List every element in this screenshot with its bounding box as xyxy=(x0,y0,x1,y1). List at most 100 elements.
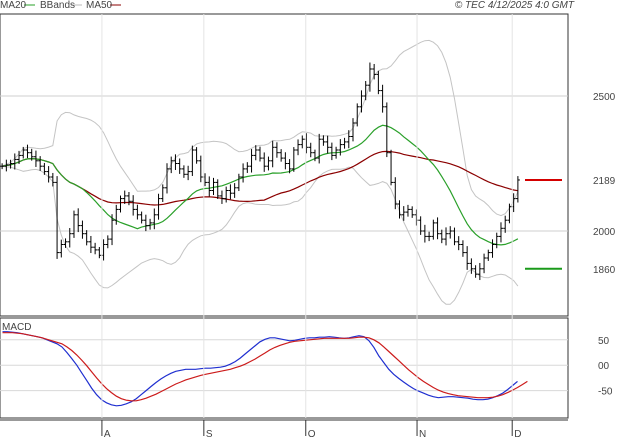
ohlc-bar-87 xyxy=(367,62,372,92)
copyright-text: © TEC 4/12/2025 4:0 GMT xyxy=(455,0,575,11)
ohlc-bar-42 xyxy=(177,158,182,174)
bollinger-upper-line xyxy=(1,39,519,217)
x-tick-label-3: N xyxy=(419,429,426,440)
price-tick-label-1: 2500 xyxy=(593,92,616,103)
ohlc-bar-21 xyxy=(88,235,93,254)
ohlc-bar-33 xyxy=(139,211,144,224)
ohlc-bar-74 xyxy=(312,149,317,162)
macd-tick-label-2: -50 xyxy=(598,387,613,398)
ohlc-bar-66 xyxy=(279,149,284,162)
ohlc-bar-59 xyxy=(249,149,254,173)
ohlc-bar-34 xyxy=(143,214,148,232)
macd-tick-label-1: 00 xyxy=(598,361,610,372)
ohlc-bar-58 xyxy=(245,162,250,173)
ohlc-bar-96 xyxy=(405,204,410,217)
ohlc-bar-43 xyxy=(181,165,186,178)
ohlc-bar-5 xyxy=(21,146,26,159)
ohlc-bar-3 xyxy=(12,153,17,170)
ohlc-bar-108 xyxy=(456,236,461,251)
ohlc-bar-44 xyxy=(186,165,191,181)
ohlc-bar-119 xyxy=(503,215,508,233)
ohlc-bar-93 xyxy=(393,177,398,210)
ohlc-bar-64 xyxy=(270,140,275,168)
ohlc-bar-118 xyxy=(498,222,503,243)
ohlc-bar-75 xyxy=(317,133,322,164)
legend-label-ma50: MA50 xyxy=(86,0,113,11)
macd-axis: 50 00 -50 xyxy=(598,336,613,398)
ohlc-bar-13 xyxy=(55,176,60,259)
ohlc-bar-70 xyxy=(296,139,301,156)
ohlc-bar-86 xyxy=(363,80,368,101)
ohlc-bar-19 xyxy=(80,220,85,239)
ohlc-bar-116 xyxy=(490,239,495,258)
x-tick-label-1: S xyxy=(206,429,213,440)
ohlc-bar-25 xyxy=(105,235,110,249)
ohlc-bar-29 xyxy=(122,190,127,204)
ohlc-bar-94 xyxy=(397,200,402,219)
ohlc-bar-61 xyxy=(258,146,262,162)
ohlc-bar-60 xyxy=(253,145,258,161)
ohlc-bar-107 xyxy=(452,227,457,246)
price-panel: 2000 2500 2189 1860 xyxy=(0,13,616,317)
level-label-1: 1860 xyxy=(593,265,616,276)
ohlc-bar-11 xyxy=(46,166,51,183)
ohlc-bar-68 xyxy=(287,159,292,174)
x-tick-label-2: O xyxy=(308,429,316,440)
ohlc-bar-77 xyxy=(325,135,330,154)
ohlc-bar-7 xyxy=(29,148,34,161)
ohlc-bar-41 xyxy=(173,154,178,170)
ohlc-bar-52 xyxy=(219,190,224,204)
ohlc-bar-97 xyxy=(410,206,415,218)
ohlc-bar-1 xyxy=(4,159,9,172)
ohlc-bar-56 xyxy=(236,173,241,192)
macd-series-1 xyxy=(2,332,528,402)
ohlc-bar-23 xyxy=(97,246,102,259)
ohlc-bar-85 xyxy=(359,90,364,113)
ohlc-bar-0 xyxy=(0,163,5,170)
ohlc-bar-10 xyxy=(42,162,47,175)
ohlc-bar-32 xyxy=(135,204,140,220)
ohlc-bar-71 xyxy=(300,135,305,149)
macd-title: MACD xyxy=(2,322,31,333)
ohlc-bar-22 xyxy=(93,242,98,255)
ohlc-bar-62 xyxy=(262,152,267,172)
price-tick-label-0: 2000 xyxy=(593,227,616,238)
macd-plot xyxy=(2,331,528,407)
bollinger-lower-line xyxy=(2,165,519,305)
ohlc-bar-53 xyxy=(224,186,229,203)
legend-label-bbands: BBands xyxy=(40,0,75,11)
ohlc-bar-110 xyxy=(465,246,470,270)
ohlc-bar-57 xyxy=(241,163,246,183)
ohlc-bar-20 xyxy=(84,230,89,246)
price-axis: 2000 2500 xyxy=(593,92,616,238)
ohlc-bar-114 xyxy=(482,253,487,274)
ohlc-bar-122 xyxy=(515,176,520,203)
ohlc-bar-46 xyxy=(194,147,199,164)
ohlc-bar-91 xyxy=(384,102,389,158)
ohlc-bar-78 xyxy=(329,142,334,161)
ohlc-bar-83 xyxy=(351,118,356,142)
ohlc-bar-115 xyxy=(486,249,491,261)
ohlc-bar-26 xyxy=(110,214,115,246)
ohlc-bar-65 xyxy=(274,142,279,158)
x-tick-label-0: A xyxy=(104,429,111,440)
ohlc-bar-49 xyxy=(207,176,212,197)
ohlc-bar-47 xyxy=(198,155,203,183)
level-label-0: 2189 xyxy=(593,176,616,187)
ohlc-bar-120 xyxy=(507,203,512,224)
ohlc-bar-54 xyxy=(228,184,233,200)
macd-series-0 xyxy=(2,331,518,407)
macd-panel-frame xyxy=(0,317,569,419)
ohlc-bar-17 xyxy=(71,210,76,238)
ohlc-bar-113 xyxy=(477,262,482,281)
ohlc-bar-67 xyxy=(283,152,288,170)
price-plot xyxy=(0,39,520,305)
ohlc-bar-104 xyxy=(439,229,444,244)
ohlc-bar-16 xyxy=(67,228,72,248)
ohlc-bar-100 xyxy=(422,224,427,243)
ohlc-bar-28 xyxy=(118,195,123,213)
ohlc-bar-38 xyxy=(160,184,165,203)
ohlc-bar-63 xyxy=(266,156,271,171)
